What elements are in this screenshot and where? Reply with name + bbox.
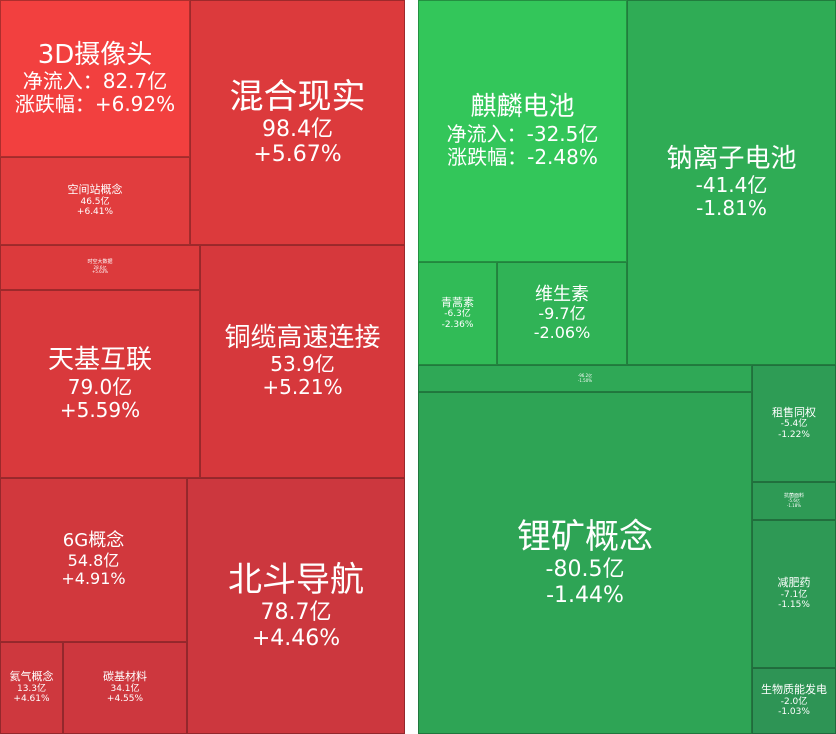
- tile-name: 6G概念: [62, 530, 125, 552]
- tile-inflow: 79.0亿: [67, 374, 133, 399]
- tile-change: -1.44%: [546, 582, 624, 608]
- tile-change: -1.15%: [778, 600, 810, 611]
- tile-name: 青蒿素: [441, 295, 474, 309]
- tile-change: +6.41%: [76, 207, 114, 218]
- treemap-tile[interactable]: 锂矿概念 -80.5亿 -1.44%: [418, 392, 752, 734]
- treemap-tile[interactable]: 3D摄像头 净流入：82.7亿 涨跌幅：+6.92%: [0, 0, 190, 157]
- tile-name: 租售同权: [772, 405, 816, 419]
- tile-inflow: -6.3亿: [444, 309, 471, 320]
- tile-change: -1.22%: [778, 429, 810, 440]
- treemap-tile[interactable]: 生物质能发电 -2.0亿 -1.03%: [752, 668, 836, 734]
- tile-inflow: 98.4亿: [262, 116, 333, 142]
- treemap-tile[interactable]: 6G概念 54.8亿 +4.91%: [0, 478, 187, 642]
- tile-name: 减肥药: [777, 576, 811, 590]
- tile-inflow: -41.4亿: [695, 173, 768, 198]
- tile-inflow: -96.2亿: [577, 372, 593, 378]
- tile-name: 铜缆高速连接: [224, 322, 381, 353]
- treemap-tile[interactable]: 空间站概念 46.5亿 +6.41%: [0, 157, 190, 245]
- treemap-tile[interactable]: -96.2亿 -1.50%: [418, 365, 752, 392]
- tile-change: +5.21%: [262, 375, 343, 400]
- tile-inflow: 28.6亿: [93, 264, 107, 270]
- tile-name: 空间站概念: [67, 183, 123, 197]
- treemap-tile[interactable]: 青蒿素 -6.3亿 -2.36%: [418, 262, 497, 365]
- tile-change: +4.55%: [106, 694, 144, 705]
- tile-change: +5.59%: [59, 397, 141, 422]
- treemap-tile[interactable]: 减肥药 -7.1亿 -1.15%: [752, 520, 836, 668]
- tile-name: 北斗导航: [228, 560, 364, 601]
- tile-change: -1.03%: [778, 707, 810, 718]
- tile-inflow: 54.8亿: [67, 550, 120, 570]
- tile-inflow: -80.5亿: [545, 557, 625, 583]
- tile-name: 天基互联: [47, 345, 152, 376]
- tile-change: 涨跌幅：+6.92%: [14, 92, 176, 117]
- tile-inflow: 78.7亿: [260, 600, 332, 626]
- treemap-tile[interactable]: 抗菌面料 -5.6亿 -1.18%: [752, 482, 836, 520]
- tile-change: -2.36%: [441, 319, 474, 330]
- tile-name: 3D摄像头: [37, 39, 153, 70]
- tile-change: +5.67%: [253, 142, 342, 168]
- tile-change: 涨跌幅：-2.48%: [447, 144, 598, 169]
- tile-name: 锂矿概念: [517, 517, 653, 558]
- tile-change: +4.61%: [13, 694, 50, 705]
- treemap-tile[interactable]: 碳基材料 34.1亿 +4.55%: [63, 642, 187, 734]
- tile-change: -1.50%: [577, 377, 593, 383]
- tile-name: 钠离子电池: [666, 143, 797, 174]
- treemap-tile[interactable]: 天基互联 79.0亿 +5.59%: [0, 290, 200, 478]
- tile-inflow: 34.1亿: [110, 683, 140, 694]
- tile-inflow: 13.3亿: [16, 683, 47, 694]
- treemap-tile[interactable]: 时空大数据 28.6亿 +5.63%: [0, 245, 200, 290]
- tile-name: 混合现实: [229, 76, 366, 117]
- tile-name: 生物质能发电: [761, 683, 827, 697]
- tile-inflow: -9.7亿: [538, 304, 586, 324]
- tile-inflow: 53.9亿: [270, 352, 335, 377]
- tile-name: 麒麟电池: [470, 92, 575, 123]
- tile-name: 碳基材料: [103, 670, 147, 684]
- tile-name: 抗菌面料: [783, 492, 804, 499]
- treemap-tile[interactable]: 氦气概念 13.3亿 +4.61%: [0, 642, 63, 734]
- tile-name: 维生素: [535, 283, 589, 305]
- tile-change: -2.06%: [533, 322, 591, 342]
- tile-change: +5.63%: [91, 269, 109, 275]
- treemap-tile[interactable]: 北斗导航 78.7亿 +4.46%: [187, 478, 405, 734]
- tile-name: 时空大数据: [87, 259, 113, 266]
- treemap-tile[interactable]: 铜缆高速连接 53.9亿 +5.21%: [200, 245, 405, 478]
- tile-inflow: -5.4亿: [780, 419, 808, 430]
- treemap-tile[interactable]: 混合现实 98.4亿 +5.67%: [190, 0, 405, 245]
- tile-change: -1.18%: [786, 502, 802, 508]
- tile-name: 氦气概念: [9, 670, 54, 684]
- tile-change: +4.46%: [251, 625, 341, 651]
- tile-inflow: -7.1亿: [780, 589, 808, 600]
- treemap-tile[interactable]: 钠离子电池 -41.4亿 -1.81%: [627, 0, 836, 365]
- tile-inflow: 46.5亿: [80, 196, 110, 207]
- tile-inflow: -5.6亿: [788, 498, 800, 504]
- tile-change: +4.91%: [61, 569, 126, 589]
- tile-inflow: 净流入：82.7亿: [22, 69, 168, 94]
- tile-inflow: 净流入：-32.5亿: [446, 121, 599, 146]
- treemap-tile[interactable]: 维生素 -9.7亿 -2.06%: [497, 262, 627, 365]
- treemap-tile[interactable]: 麒麟电池 净流入：-32.5亿 涨跌幅：-2.48%: [418, 0, 627, 262]
- tile-change: -1.81%: [696, 196, 767, 221]
- tile-inflow: -2.0亿: [780, 696, 808, 707]
- treemap-tile[interactable]: 租售同权 -5.4亿 -1.22%: [752, 365, 836, 482]
